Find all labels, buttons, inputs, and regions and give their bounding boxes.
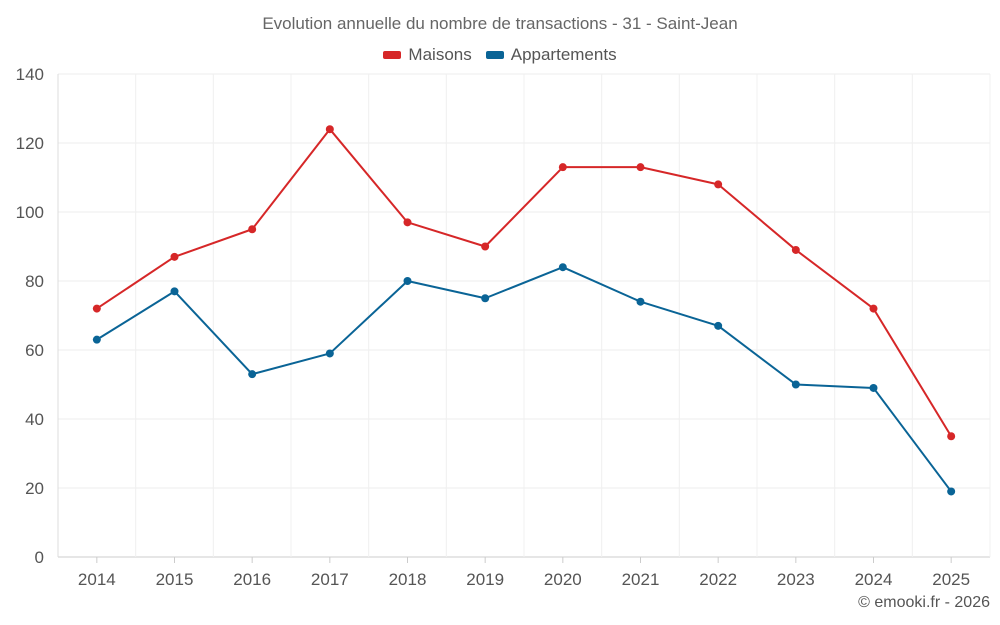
- data-point-maisons[interactable]: [714, 180, 723, 189]
- legend-item-maisons[interactable]: Maisons: [383, 45, 472, 65]
- data-point-appartements[interactable]: [869, 383, 878, 392]
- data-point-appartements[interactable]: [481, 294, 490, 303]
- data-point-maisons[interactable]: [947, 432, 956, 441]
- x-tick-label: 2019: [466, 570, 504, 589]
- series-line-appartements: [95, 266, 953, 493]
- data-point-maisons[interactable]: [325, 125, 334, 134]
- data-point-maisons[interactable]: [403, 218, 412, 227]
- x-tick-label: 2021: [622, 570, 660, 589]
- data-point-appartements[interactable]: [170, 287, 179, 296]
- x-tick-label: 2017: [311, 570, 349, 589]
- credit-text: © emooki.fr - 2026: [858, 594, 990, 611]
- legend-item-appartements[interactable]: Appartements: [485, 45, 617, 65]
- data-point-maisons[interactable]: [481, 242, 490, 251]
- data-point-maisons[interactable]: [170, 252, 179, 261]
- data-point-appartements[interactable]: [791, 380, 800, 389]
- y-tick-label: 40: [25, 410, 44, 429]
- data-point-maisons[interactable]: [869, 304, 878, 313]
- y-tick-label: 60: [25, 341, 44, 360]
- y-tick-label: 140: [16, 65, 44, 84]
- y-tick-label: 120: [16, 134, 44, 153]
- data-point-appartements[interactable]: [403, 277, 412, 285]
- x-tick-label: 2014: [78, 570, 116, 589]
- x-tick-label: 2020: [544, 570, 582, 589]
- series-line-maisons: [95, 128, 953, 438]
- data-point-maisons[interactable]: [636, 163, 645, 172]
- legend-label-maisons: Maisons: [408, 45, 472, 64]
- data-point-appartements[interactable]: [325, 349, 334, 358]
- data-point-appartements[interactable]: [248, 370, 257, 379]
- x-tick-label: 2018: [389, 570, 427, 589]
- data-point-appartements[interactable]: [714, 321, 723, 330]
- data-point-maisons[interactable]: [248, 225, 257, 234]
- x-tick-label: 2016: [233, 570, 271, 589]
- data-point-appartements[interactable]: [558, 263, 567, 272]
- data-point-maisons[interactable]: [791, 245, 800, 254]
- legend: Maisons Appartements: [0, 45, 1000, 65]
- legend-swatch-maisons: [383, 51, 402, 59]
- data-point-maisons[interactable]: [92, 304, 101, 313]
- x-tick-label: 2024: [855, 570, 893, 589]
- y-tick-label: 20: [25, 479, 44, 498]
- y-tick-label: 100: [16, 203, 44, 222]
- data-point-maisons[interactable]: [558, 163, 567, 172]
- y-tick-label: 0: [35, 548, 44, 567]
- y-tick-label: 80: [25, 272, 44, 291]
- data-point-appartements[interactable]: [947, 487, 956, 496]
- x-tick-label: 2025: [932, 570, 970, 589]
- x-tick-label: 2022: [699, 570, 737, 589]
- legend-swatch-appartements: [485, 51, 504, 59]
- data-point-appartements[interactable]: [92, 335, 101, 344]
- chart-title: Evolution annuelle du nombre de transact…: [262, 14, 738, 33]
- legend-label-appartements: Appartements: [510, 45, 617, 64]
- x-tick-label: 2015: [156, 570, 194, 589]
- x-tick-label: 2023: [777, 570, 815, 589]
- data-point-appartements[interactable]: [636, 297, 645, 306]
